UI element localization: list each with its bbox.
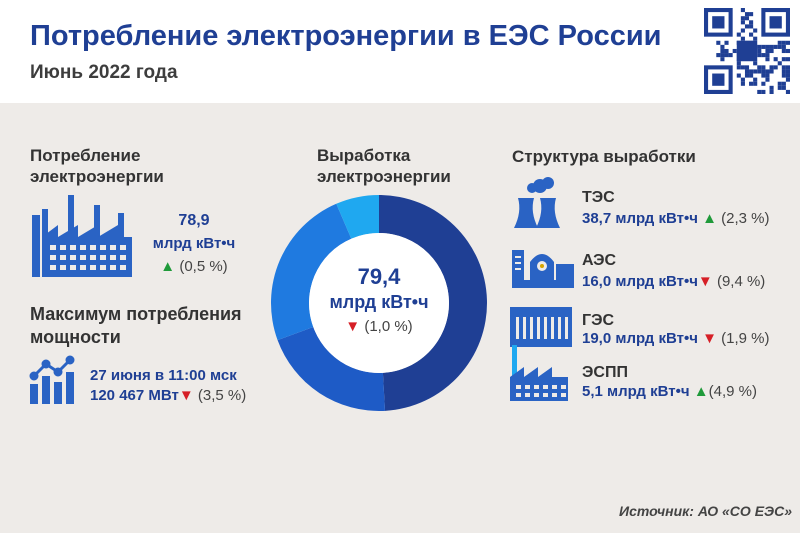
down-arrow-icon: ▼ [702, 330, 717, 347]
page-subtitle: Июнь 2022 года [30, 62, 178, 83]
peak-value: 120 467 МВт [90, 387, 179, 404]
donut-slice-2 [277, 327, 386, 411]
down-arrow-icon: ▼ [345, 318, 361, 335]
generation-change: (1,0 %) [364, 318, 413, 335]
consumption-change-row: ▲ (0,5 %) [146, 258, 242, 275]
down-arrow-icon: ▼ [178, 387, 194, 404]
structure-label-hpp: ГЭС [582, 312, 615, 329]
thermal-plant-icon [514, 177, 560, 228]
donut-hole [309, 233, 449, 373]
peak-heading: Максимум потребления мощности [30, 303, 242, 349]
structure-heading: Структура выработки [512, 147, 696, 166]
donut-slice-1 [379, 195, 487, 411]
structure-label-res: ЭСПП [582, 364, 628, 381]
consumption-heading-line2: электроэнергии [30, 167, 164, 186]
structure-change-hpp: (1,9 %) [721, 330, 770, 347]
peak-chart-icon [29, 355, 75, 404]
consumption-heading: Потребление электроэнергии [30, 145, 164, 187]
structure-value-tpp: 38,7 млрд кВт•ч [582, 210, 698, 227]
generation-unit: млрд кВт•ч [329, 292, 429, 312]
structure-row-tpp: 38,7 млрд кВт•ч ▲ (2,3 %) [582, 210, 769, 227]
peak-heading-line2: мощности [30, 327, 121, 347]
generation-value: 79,4 [357, 264, 401, 289]
hydro-dam-icon [510, 307, 572, 347]
structure-value-res: 5,1 млрд кВт•ч [582, 383, 690, 400]
structure-value-npp: 16,0 млрд кВт•ч [582, 273, 698, 290]
generation-change-row: ▼ (1,0 %) [309, 318, 449, 335]
generation-donut-chart [271, 195, 487, 411]
generation-heading-line2: электроэнергии [317, 167, 451, 186]
consumption-change: (0,5 %) [179, 258, 228, 275]
factory-icon [32, 195, 132, 277]
source-note: Источник: АО «СО ЕЭС» [619, 503, 792, 519]
donut-slice-4 [336, 195, 379, 239]
down-arrow-icon: ▼ [697, 273, 713, 290]
consumption-heading-line1: Потребление [30, 146, 141, 165]
structure-change-res: (4,9 %) [708, 383, 757, 400]
structure-label-npp: АЭС [582, 252, 617, 269]
header: Потребление электроэнергии в ЕЭС России … [0, 0, 800, 103]
structure-row-npp: 16,0 млрд кВт•ч▼ (9,4 %) [582, 273, 765, 290]
peak-value-row: 120 467 МВт▼ (3,5 %) [90, 387, 246, 404]
structure-label-tpp: ТЭС [582, 189, 615, 206]
generation-heading: Выработка электроэнергии [317, 145, 451, 187]
generation-heading-line1: Выработка [317, 146, 411, 165]
consumption-unit: млрд кВт•ч [152, 235, 236, 252]
up-arrow-icon: ▲ [160, 258, 176, 275]
peak-heading-line1: Максимум потребления [30, 304, 242, 324]
up-arrow-icon: ▲ [693, 383, 709, 400]
structure-value-hpp: 19,0 млрд кВт•ч [582, 330, 698, 347]
structure-change-npp: (9,4 %) [716, 273, 766, 290]
page-title: Потребление электроэнергии в ЕЭС России [30, 20, 662, 52]
peak-change: (3,5 %) [197, 387, 247, 404]
up-arrow-icon: ▲ [702, 210, 717, 227]
peak-date: 27 июня в 11:00 мск [90, 367, 237, 384]
renewable-plant-icon [510, 345, 568, 401]
structure-change-tpp: (2,3 %) [721, 210, 770, 227]
structure-row-hpp: 19,0 млрд кВт•ч ▼ (1,9 %) [582, 330, 769, 347]
qr-code-icon[interactable] [704, 8, 790, 94]
nuclear-plant-icon [512, 250, 574, 288]
donut-slice-3 [271, 203, 352, 341]
structure-row-res: 5,1 млрд кВт•ч ▲(4,9 %) [582, 383, 757, 400]
consumption-value: 78,9 [178, 212, 210, 229]
